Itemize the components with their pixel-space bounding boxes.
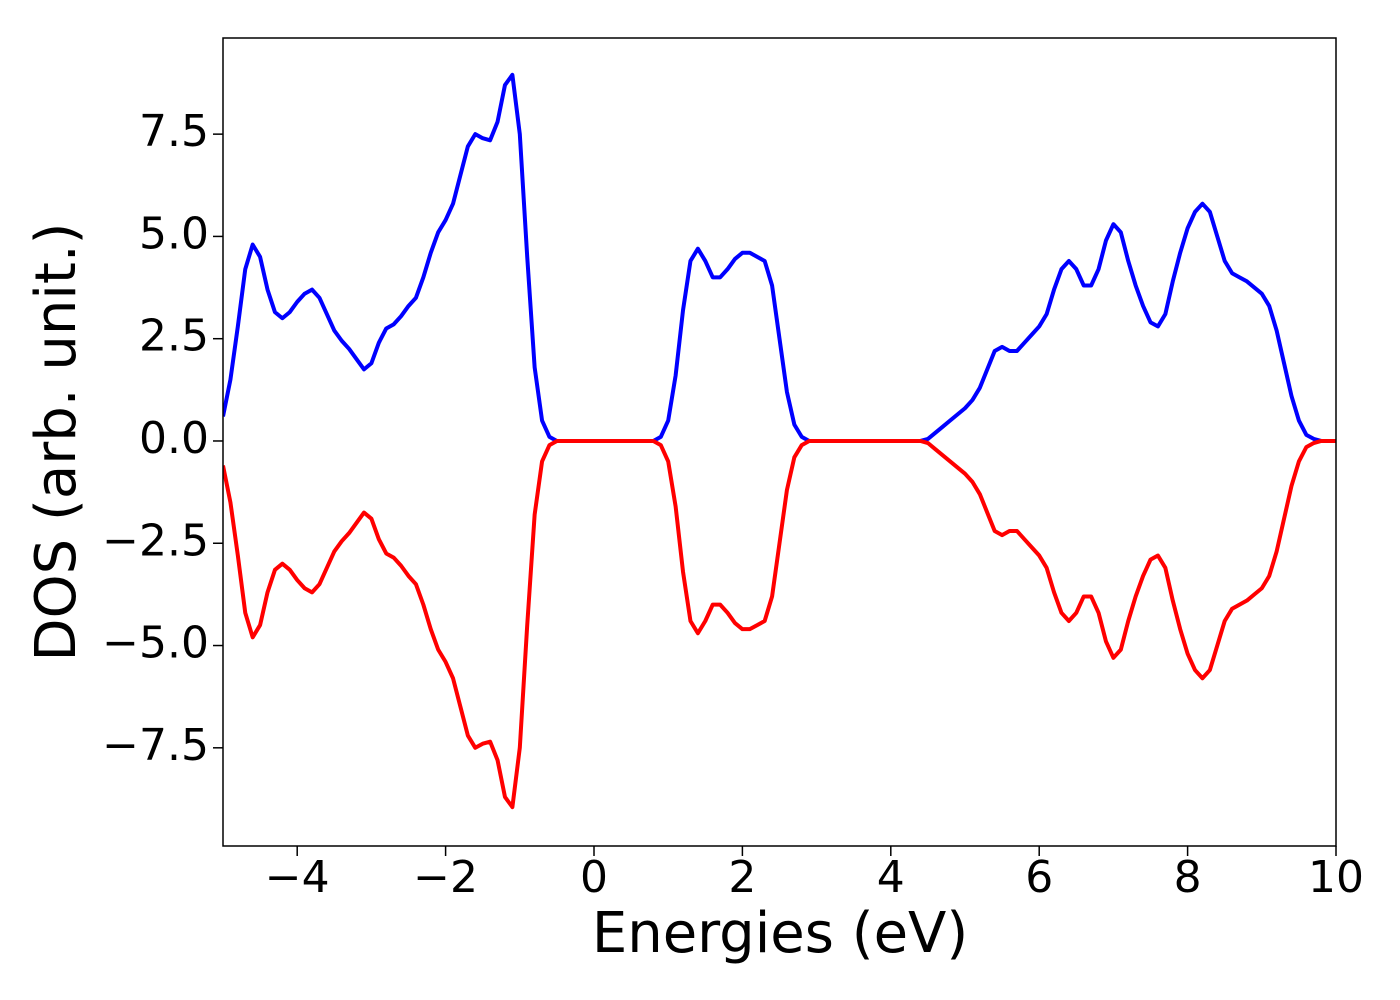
y-tick-label: −2.5 [102,515,209,566]
x-tick-label: 2 [728,852,756,903]
y-tick-label: 7.5 [139,106,209,157]
series-line [223,72,1336,443]
x-tick-label: 10 [1308,852,1364,903]
y-tick-label: 2.5 [139,311,209,362]
x-tick-label: −4 [265,852,330,903]
y-tick-label: 5.0 [139,208,209,259]
plot-frame [222,37,1337,847]
series-line [223,438,1336,810]
x-tick-label: 4 [877,852,905,903]
x-tick-label: −2 [413,852,478,903]
y-axis-label: DOS (arb. unit.) [24,222,89,661]
x-tick-label: 0 [580,852,608,903]
y-tick-label: 0.0 [139,413,209,464]
x-tick-label: 8 [1174,852,1202,903]
y-tick-label: −7.5 [102,720,209,771]
x-axis-label: Energies (eV) [592,901,968,966]
y-tick-label: −5.0 [102,618,209,669]
x-tick-label: 6 [1025,852,1053,903]
